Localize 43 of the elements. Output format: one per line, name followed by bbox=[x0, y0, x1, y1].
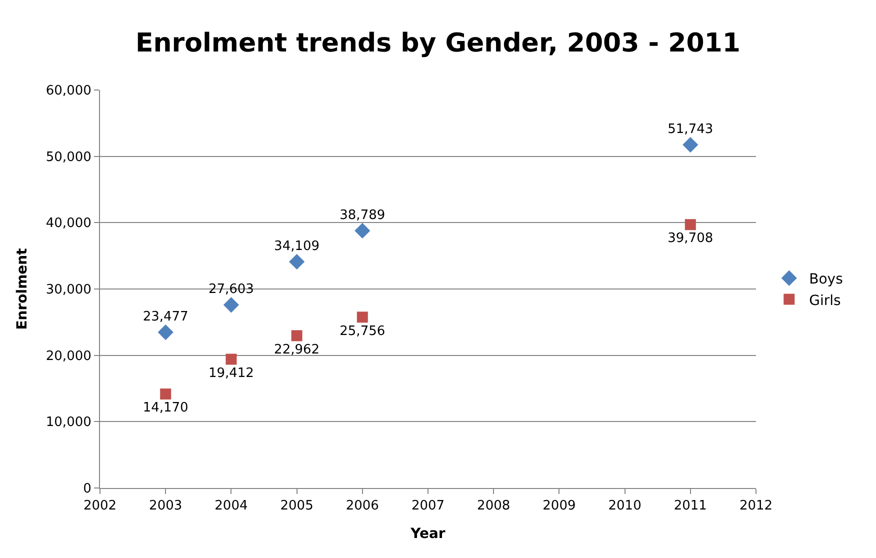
x-axis-title: Year bbox=[410, 526, 446, 542]
legend-label: Boys bbox=[809, 272, 843, 288]
point bbox=[682, 136, 698, 153]
data-label: 27,603 bbox=[208, 282, 254, 298]
point bbox=[354, 222, 370, 238]
x-tick-label: 2008 bbox=[477, 498, 510, 514]
point bbox=[289, 254, 305, 270]
point bbox=[160, 388, 172, 400]
legend-label: Girls bbox=[809, 292, 841, 309]
data-label: 14,170 bbox=[142, 400, 188, 416]
data-label: 34,109 bbox=[274, 238, 320, 254]
data-label: 19,412 bbox=[208, 366, 254, 381]
x-tick-label: 2003 bbox=[149, 498, 182, 514]
point bbox=[356, 312, 368, 323]
y-tick-label: 10,000 bbox=[46, 415, 92, 430]
data-label: 39,708 bbox=[668, 231, 714, 246]
x-tick-label: 2004 bbox=[214, 498, 248, 514]
x-tick-label: 2002 bbox=[83, 498, 117, 514]
data-label: 22,962 bbox=[274, 342, 320, 358]
y-tick-label: 40,000 bbox=[46, 216, 92, 232]
point bbox=[291, 330, 302, 342]
y-tick-label: 60,000 bbox=[46, 84, 92, 99]
y-tick-label: 30,000 bbox=[46, 282, 92, 298]
x-tick-label: 2009 bbox=[542, 498, 576, 514]
y-tick-label: 0 bbox=[83, 482, 92, 497]
data-label: 25,756 bbox=[340, 324, 386, 339]
point bbox=[684, 219, 696, 230]
x-tick-label: 2012 bbox=[739, 498, 773, 514]
x-tick-label: 2010 bbox=[608, 498, 642, 514]
data-label: 23,477 bbox=[142, 310, 188, 325]
y-axis-title: Enrolment bbox=[14, 248, 30, 330]
x-tick-label: 2011 bbox=[674, 498, 707, 514]
point bbox=[226, 354, 237, 365]
x-tick-label: 2005 bbox=[280, 498, 314, 514]
chart-title: Enrolment trends by Gender, 2003 - 2011 bbox=[135, 28, 741, 59]
data-label: 38,789 bbox=[340, 208, 386, 223]
x-tick-label: 2007 bbox=[411, 498, 445, 514]
x-tick-label: 2006 bbox=[346, 498, 379, 514]
point bbox=[158, 324, 174, 340]
data-label: 51,743 bbox=[668, 122, 714, 138]
y-tick-label: 50,000 bbox=[46, 150, 92, 165]
y-tick-label: 20,000 bbox=[46, 348, 92, 364]
point bbox=[223, 297, 239, 313]
